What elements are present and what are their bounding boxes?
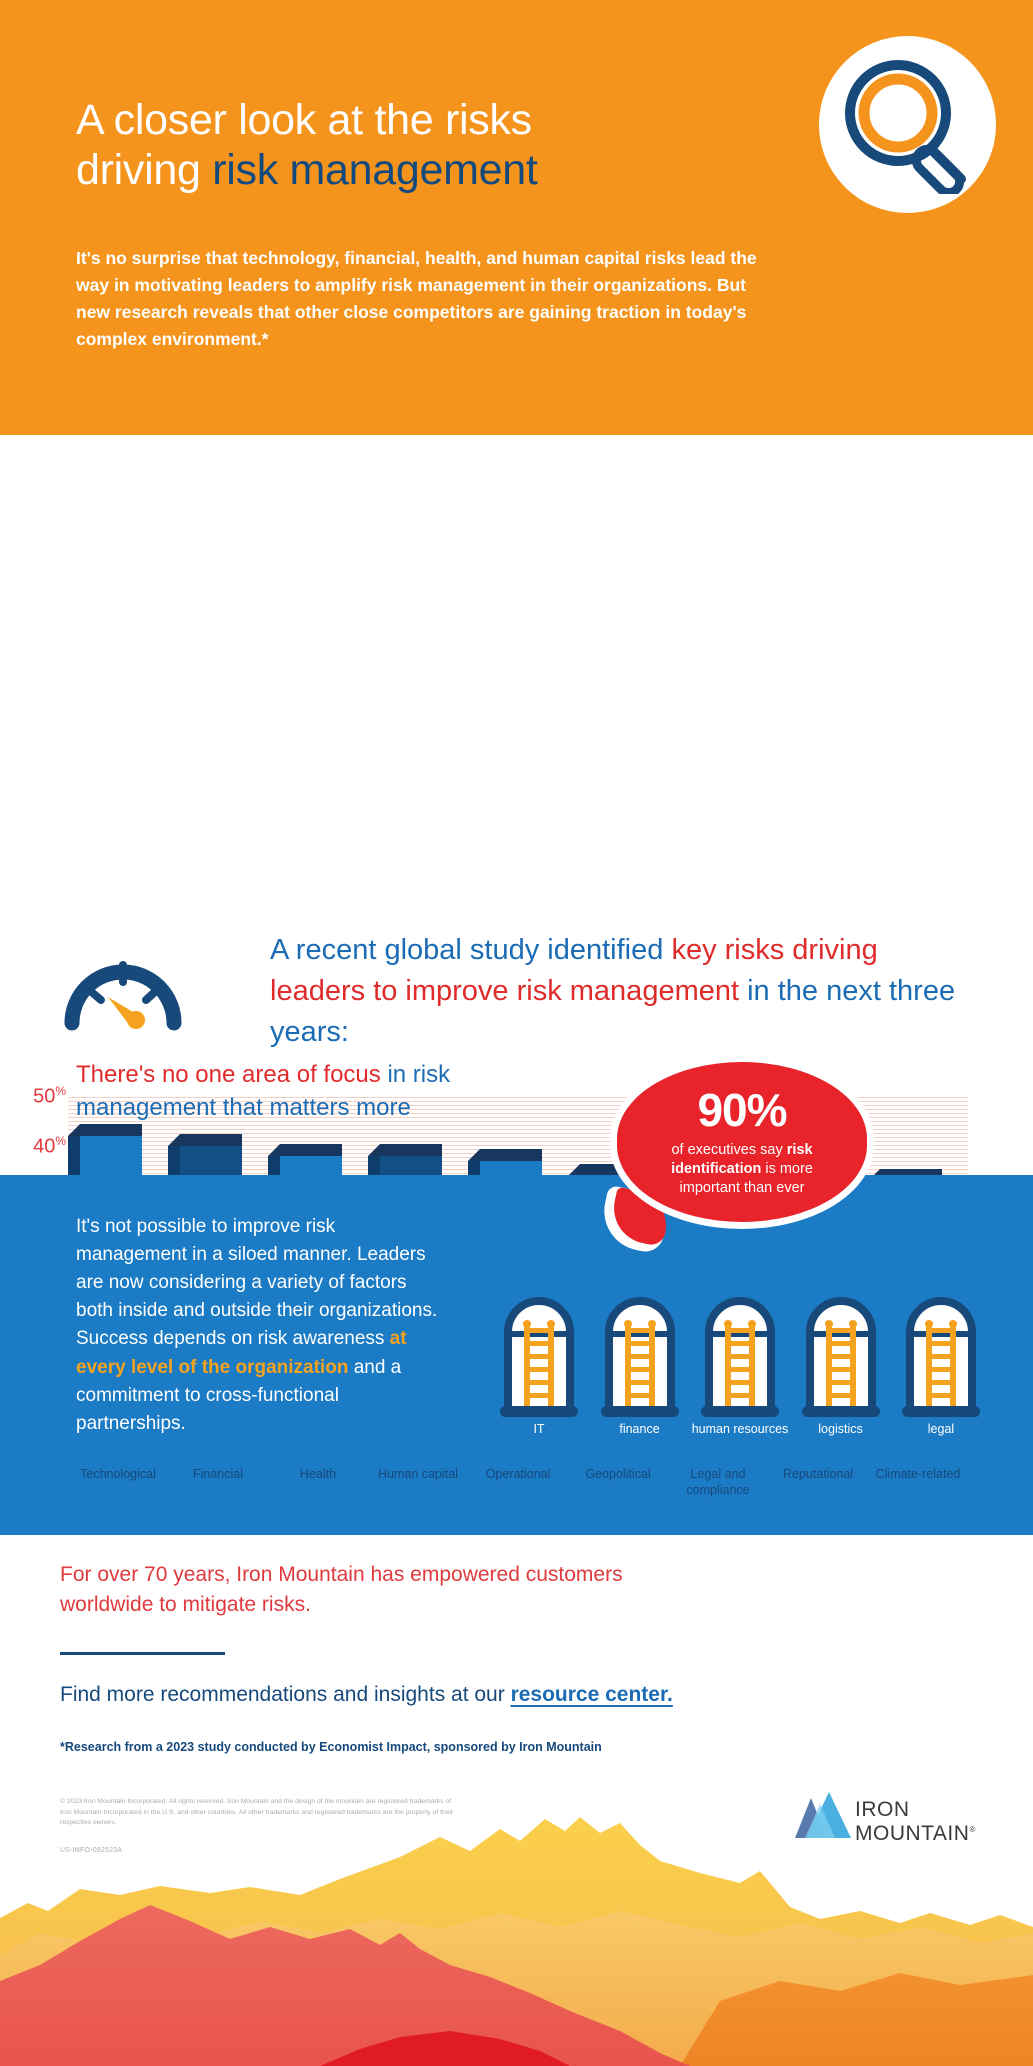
category-label-reputational: Reputational: [768, 1467, 868, 1483]
header-banner: A closer look at the risks driving risk …: [0, 0, 1033, 435]
silo-ladder-icon: [701, 1297, 779, 1417]
y-axis-tick-40: 40%: [33, 1134, 66, 1158]
page-title: A closer look at the risks driving risk …: [76, 95, 776, 196]
gridline: [68, 1109, 968, 1110]
gauge-icon: [64, 961, 182, 1031]
silo-ladder-icon: [801, 1297, 880, 1417]
category-label-text: Geopolitical: [585, 1467, 651, 1481]
gridline: [68, 1129, 968, 1130]
silo-label: IT: [533, 1422, 545, 1436]
category-label-financial: Financial: [168, 1467, 268, 1483]
footer-doc-code: US-INFO-092523A: [60, 1847, 123, 1854]
gridline: [68, 1105, 968, 1106]
silo-label: legal: [927, 1422, 955, 1436]
category-label-text: Legal and compliance: [686, 1467, 750, 1497]
footer-tagline: For over 70 years, Iron Mountain has emp…: [60, 1563, 623, 1616]
silo-section: It's not possible to improve risk manage…: [0, 1175, 1033, 1535]
resource-center-link[interactable]: resource center.: [510, 1683, 673, 1706]
gridline: [68, 1097, 968, 1098]
focus-red: There's no one area of focus: [76, 1061, 381, 1088]
magnifying-glass-icon: [845, 60, 966, 194]
category-label-technological: Technological: [68, 1467, 168, 1483]
logo-line-2: MOUNTAIN: [855, 1821, 970, 1845]
silo-label: finance: [619, 1422, 660, 1436]
mountain-logo-icon: [795, 1792, 851, 1838]
category-label-text: Health: [299, 1467, 337, 1481]
stat-bubble: 90% of executives say risk identificatio…: [607, 1062, 867, 1248]
category-label-climate-related: Climate-related: [868, 1467, 968, 1483]
silo-ladder-icon: [902, 1297, 980, 1417]
stat-callout: 90% of executives say risk identificatio…: [607, 1062, 877, 1248]
gridline: [68, 1133, 968, 1134]
gridline: [68, 1125, 968, 1126]
focus-blue: in risk management that matters more: [76, 1061, 451, 1122]
study-head-red: key risks driving leaders to improve ris…: [270, 934, 878, 1008]
silo-legal: legal: [902, 1290, 980, 1470]
iron-mountain-logo: IRON MOUNTAIN®: [795, 1790, 975, 1847]
magnifying-glass-badge: [819, 36, 996, 213]
category-label-human-capital: Human capital: [368, 1467, 468, 1483]
silo-it: IT: [500, 1290, 578, 1470]
bar-top: [468, 1149, 542, 1161]
focus-headline: There's no one area of focus in risk man…: [76, 1058, 596, 1124]
logo-wordmark: IRON MOUNTAIN®: [855, 1798, 976, 1845]
stat-description: of executives say risk identification is…: [617, 1137, 867, 1198]
silo-human-resources: human resources: [692, 1290, 788, 1470]
silo-label: logistics: [818, 1422, 863, 1436]
mountain-illustration: [0, 1817, 1033, 2066]
silo-paragraph: It's not possible to improve risk manage…: [76, 1213, 441, 1438]
study-head-part1: A recent global study identified: [270, 934, 672, 966]
study-headline: A recent global study identified key ris…: [270, 930, 970, 1054]
category-label-geopolitical: Geopolitical: [568, 1467, 668, 1483]
footer-cta-prefix: Find more recommendations and insights a…: [60, 1683, 511, 1706]
y-axis-tick-50: 50%: [33, 1084, 66, 1108]
gridline: [68, 1101, 968, 1102]
title-line-1: A closer look at the risks: [76, 96, 532, 144]
silo-logistics: logistics: [801, 1290, 880, 1470]
title-line-2-light: driving: [76, 146, 213, 195]
bar-top: [168, 1134, 242, 1146]
silo-label: human resources: [691, 1422, 789, 1436]
category-label-text: Human capital: [378, 1467, 458, 1481]
study-head-part2: in the next three years:: [270, 975, 956, 1049]
bar-top: [268, 1144, 342, 1156]
stat-desc-part2: is more important than ever: [679, 1161, 813, 1197]
header-subtitle: It's no surprise that technology, financ…: [76, 248, 757, 350]
gridline: [68, 1145, 968, 1146]
stat-desc-part1: of executives say: [671, 1142, 787, 1158]
category-label-operational: Operational: [468, 1467, 568, 1483]
silo-ladder-icon: [500, 1297, 578, 1417]
gridline: [68, 1141, 968, 1142]
gridline: [68, 1113, 968, 1114]
gridline: [68, 1137, 968, 1138]
category-label-text: Financial: [192, 1467, 244, 1481]
silo-text-highlight: at every level of the organization: [76, 1328, 407, 1378]
chart-section: A recent global study identified key ris…: [0, 435, 1033, 1521]
logo-line-1: IRON: [855, 1798, 910, 1821]
bar-top: [68, 1124, 142, 1136]
gridline: [68, 1121, 968, 1122]
footer-cta: Find more recommendations and insights a…: [60, 1683, 673, 1707]
title-line-2-dark: risk management: [212, 146, 538, 195]
category-label-text: Operational: [485, 1467, 551, 1481]
silo-ladder-icon: [600, 1297, 679, 1417]
category-label-legal-and-compliance: Legal and compliance: [668, 1467, 768, 1498]
silo-text-part1: It's not possible to improve risk manage…: [76, 1216, 438, 1350]
footer-divider: [60, 1652, 225, 1655]
logo-registered-mark: ®: [969, 1824, 976, 1834]
category-label-text: Technological: [80, 1467, 156, 1481]
stat-number: 90%: [697, 1084, 787, 1136]
gridline: [68, 1117, 968, 1118]
bar-top: [368, 1144, 442, 1156]
stat-desc-bold: risk identification: [671, 1142, 813, 1178]
silo-finance: finance: [600, 1290, 679, 1470]
footer-research-note: *Research from a 2023 study conducted by…: [60, 1740, 602, 1754]
silo-icon-row: IT finance human resources: [500, 1290, 980, 1470]
category-label-health: Health: [268, 1467, 368, 1483]
silo-text-part2: and a commitment to cross-functional par…: [76, 1356, 402, 1434]
category-label-text: Reputational: [782, 1467, 854, 1481]
category-label-text: Climate-related: [875, 1467, 961, 1481]
footer-copyright: © 2023 Iron Mountain Incorporated. All r…: [60, 1798, 454, 1827]
